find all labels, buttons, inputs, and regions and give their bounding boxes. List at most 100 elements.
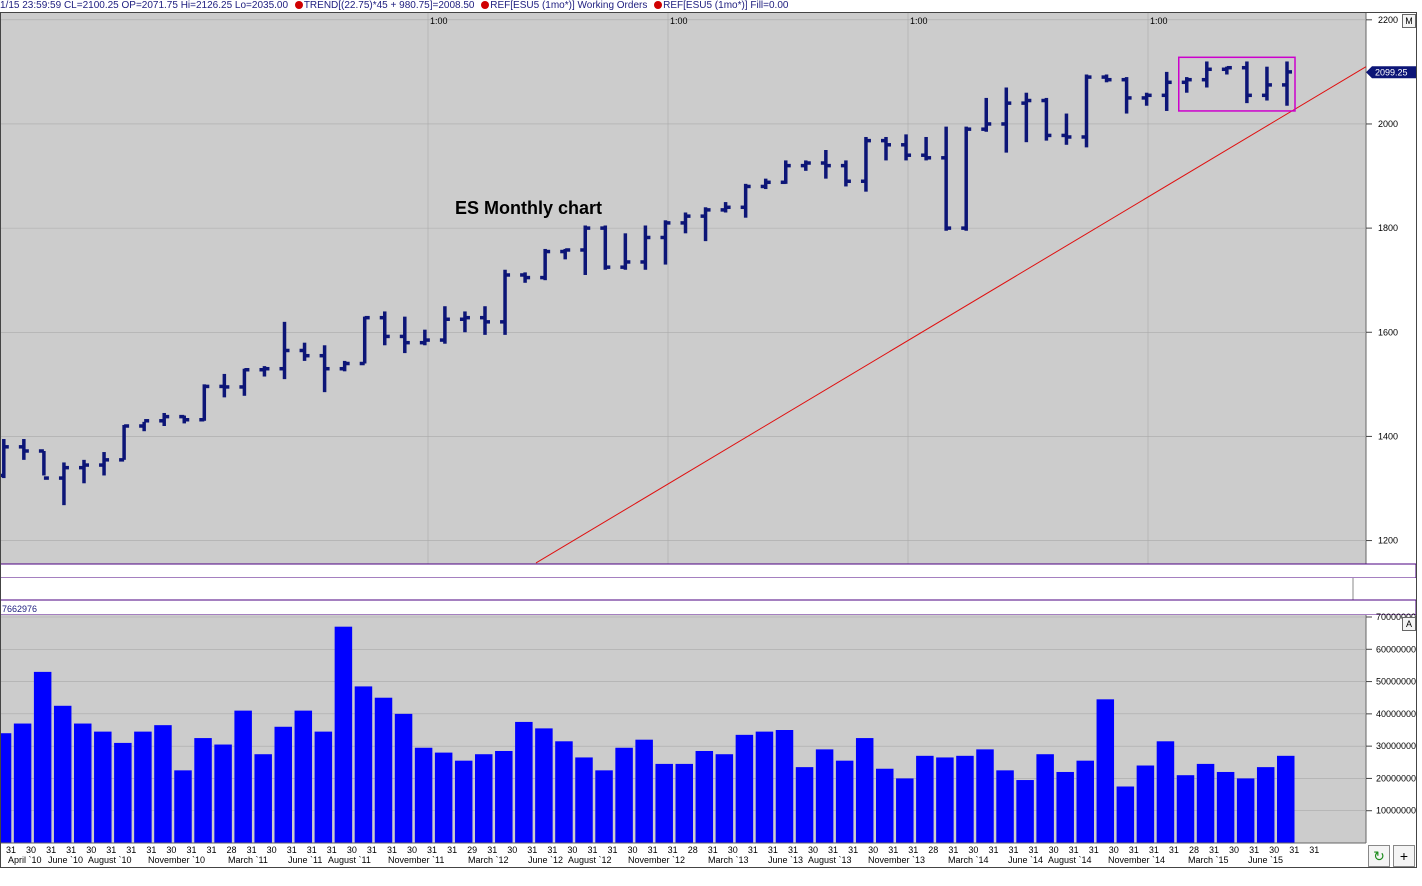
- date-day-label: 30: [347, 845, 357, 855]
- date-month-label: March `14: [948, 855, 989, 865]
- date-day-label: 31: [487, 845, 497, 855]
- consolidation-box[interactable]: [1178, 56, 1296, 112]
- volume-bar: [575, 757, 593, 843]
- date-day-label: 31: [427, 845, 437, 855]
- date-axis-bg: [0, 843, 1366, 867]
- ohlc-bar: [1101, 74, 1112, 83]
- volume-bar: [876, 768, 894, 843]
- date-day-label: 31: [327, 845, 337, 855]
- date-month-label: November `13: [868, 855, 925, 865]
- date-day-label: 31: [708, 845, 718, 855]
- ohlc-bar: [18, 439, 29, 460]
- ohlc-bar: [580, 225, 591, 275]
- volume-bar: [94, 731, 112, 843]
- date-month-label: August `13: [808, 855, 852, 865]
- ohlc-bar: [500, 269, 511, 335]
- ohlc-bar: [159, 412, 170, 426]
- volume-bar: [414, 747, 433, 843]
- panel-separator[interactable]: [0, 563, 1417, 579]
- volume-bar: [154, 725, 172, 843]
- ohlc-bar: [881, 136, 891, 161]
- ohlc-bar: [700, 207, 711, 242]
- ohlc-bar: [620, 233, 631, 270]
- ohlc-bar: [119, 424, 130, 462]
- date-month-label: March `12: [468, 855, 509, 865]
- date-day-label: 31: [648, 845, 658, 855]
- date-day-label: 31: [186, 845, 196, 855]
- volume-bar: [755, 731, 774, 843]
- price-panel-menu-button[interactable]: M: [1402, 14, 1416, 28]
- ohlc-bar: [359, 315, 370, 366]
- volume-bar: [74, 723, 92, 843]
- date-day-label: 31: [367, 845, 377, 855]
- ohlc-bar: [640, 225, 651, 270]
- ohlc-bar: [259, 366, 270, 377]
- date-month-label: June `12: [528, 855, 563, 865]
- date-day-label: 29: [467, 845, 477, 855]
- volume-header: 7662976: [2, 604, 37, 614]
- date-day-label: 31: [247, 845, 257, 855]
- chart-header: 1/15 23:59:59 CL=2100.25 OP=2071.75 Hi=2…: [0, 0, 1366, 12]
- date-day-label: 31: [1249, 845, 1259, 855]
- volume-bar: [1277, 755, 1295, 843]
- volume-bar: [495, 750, 513, 843]
- volume-bar: [374, 697, 393, 843]
- ohlc-bar: [1061, 113, 1072, 145]
- ohlc-bar: [680, 212, 691, 234]
- ohlc-bar: [0, 439, 9, 479]
- working-orders-indicator-icon: [481, 1, 490, 9]
- date-day-label: 31: [1309, 845, 1319, 855]
- volume-bar: [775, 730, 794, 843]
- trendline[interactable]: [535, 66, 1367, 564]
- volume-bar: [715, 754, 734, 843]
- date-day-label: 30: [628, 845, 638, 855]
- fill-readout: REF[ESU5 (1mo*)] Fill=0.00: [663, 0, 789, 11]
- volume-bar: [996, 770, 1014, 843]
- date-day-label: 30: [507, 845, 517, 855]
- date-day-label: 31: [1149, 845, 1159, 855]
- volume-tick-label: 60000000: [1376, 644, 1416, 654]
- last-price-marker: 2099.25: [1366, 66, 1416, 79]
- date-day-label: 31: [66, 845, 76, 855]
- date-day-label: 31: [527, 845, 537, 855]
- date-day-label: 31: [1089, 845, 1099, 855]
- volume-bar: [53, 705, 72, 843]
- date-day-label: 30: [567, 845, 577, 855]
- ohlc-bar: [139, 419, 150, 432]
- date-day-label: 31: [547, 845, 557, 855]
- volume-bar: [855, 738, 874, 843]
- volume-panel-menu-button[interactable]: A: [1402, 617, 1416, 631]
- price-tick-label: 1400: [1378, 431, 1398, 441]
- date-day-label: 28: [227, 845, 237, 855]
- date-month-label: June `13: [768, 855, 803, 865]
- ohlc-bar: [299, 342, 310, 361]
- plus-icon[interactable]: +: [1393, 845, 1415, 867]
- volume-bars: [0, 626, 1295, 843]
- date-day-label: 31: [387, 845, 397, 855]
- ohlc-bar: [1221, 65, 1232, 75]
- date-day-label: 31: [46, 845, 56, 855]
- date-day-label: 31: [1069, 845, 1079, 855]
- ohlc-bar: [1081, 74, 1092, 148]
- ohlc-bar: [99, 452, 110, 476]
- ohlc-bar: [901, 134, 912, 161]
- date-day-label: 31: [768, 845, 778, 855]
- date-day-label: 30: [808, 845, 818, 855]
- date-month-label: August `12: [568, 855, 612, 865]
- volume-bar: [475, 754, 493, 843]
- date-month-label: November `14: [1108, 855, 1165, 865]
- date-day-label: 31: [608, 845, 618, 855]
- ohlc-bar: [79, 459, 89, 484]
- refresh-icon[interactable]: ↻: [1368, 845, 1390, 867]
- chart-title: ES Monthly chart: [455, 198, 602, 218]
- volume-bar: [454, 760, 473, 843]
- price-panel-bg: [0, 12, 1366, 564]
- date-day-label: 31: [888, 845, 898, 855]
- time-marker-label: 1:00: [1150, 16, 1168, 26]
- ohlc-bar: [1001, 87, 1012, 153]
- volume-bar: [13, 723, 32, 843]
- date-day-label: 31: [1009, 845, 1019, 855]
- ohlc-bar: [199, 384, 210, 422]
- price-tick-label: 1600: [1378, 327, 1398, 337]
